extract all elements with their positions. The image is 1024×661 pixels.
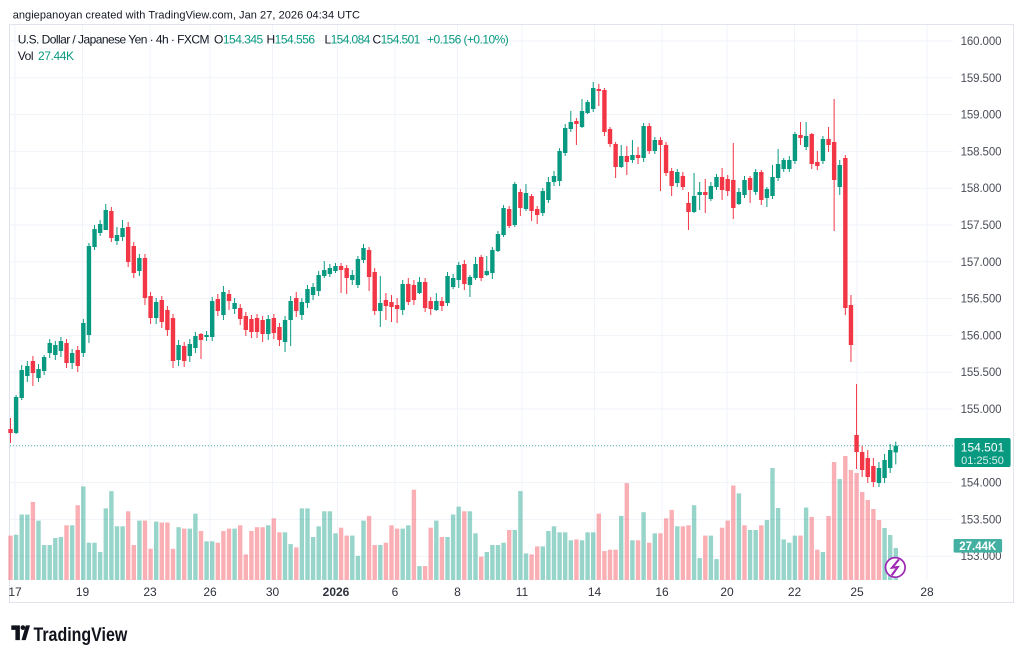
svg-text:C154.501: C154.501	[373, 33, 421, 47]
svg-text:159.500: 159.500	[961, 73, 1002, 85]
svg-text:156.000: 156.000	[961, 330, 1002, 342]
svg-text:8: 8	[454, 585, 461, 599]
svg-text:153.500: 153.500	[961, 514, 1002, 526]
svg-text:16: 16	[655, 585, 669, 599]
svg-text:17: 17	[8, 585, 22, 599]
svg-text:155.000: 155.000	[961, 404, 1002, 416]
svg-text:22: 22	[788, 585, 802, 599]
svg-text:14: 14	[588, 585, 602, 599]
svg-text:2026: 2026	[323, 585, 350, 599]
svg-text:27.44K: 27.44K	[38, 49, 74, 63]
svg-text:O154.345: O154.345	[214, 33, 264, 47]
svg-text:156.500: 156.500	[961, 294, 1002, 306]
svg-text:158.500: 158.500	[961, 146, 1002, 158]
svg-text:157.000: 157.000	[961, 257, 1002, 269]
svg-text:6: 6	[392, 585, 399, 599]
svg-text:20: 20	[720, 585, 734, 599]
svg-text:01:25:50: 01:25:50	[961, 455, 1004, 467]
svg-text:159.000: 159.000	[961, 110, 1002, 122]
svg-text:angiepanoyan created with Trad: angiepanoyan created with TradingView.co…	[13, 10, 360, 22]
svg-text:155.500: 155.500	[961, 367, 1002, 379]
svg-text:25: 25	[850, 585, 864, 599]
svg-text:27.44K: 27.44K	[959, 541, 997, 553]
svg-text:157.500: 157.500	[961, 220, 1002, 232]
svg-text:Vol: Vol	[18, 49, 33, 63]
svg-text:158.000: 158.000	[961, 183, 1002, 195]
svg-text:19: 19	[76, 585, 90, 599]
svg-text:H154.556: H154.556	[267, 33, 316, 47]
svg-text:+0.156 (+0.10%): +0.156 (+0.10%)	[427, 33, 509, 47]
svg-text:30: 30	[266, 585, 280, 599]
svg-text:28: 28	[920, 585, 934, 599]
svg-text:154.000: 154.000	[961, 478, 1002, 490]
svg-text:153.000: 153.000	[961, 551, 1002, 563]
svg-text:11: 11	[516, 585, 529, 599]
svg-text:154.501: 154.501	[961, 441, 1005, 455]
svg-text:160.000: 160.000	[961, 36, 1002, 48]
svg-text:26: 26	[203, 585, 217, 599]
svg-text:U.S. Dollar / Japanese Yen · 4: U.S. Dollar / Japanese Yen · 4h · FXCM	[18, 33, 210, 47]
svg-text:L154.084: L154.084	[325, 33, 371, 47]
svg-text:23: 23	[143, 585, 157, 599]
svg-text:TradingView: TradingView	[33, 624, 127, 646]
